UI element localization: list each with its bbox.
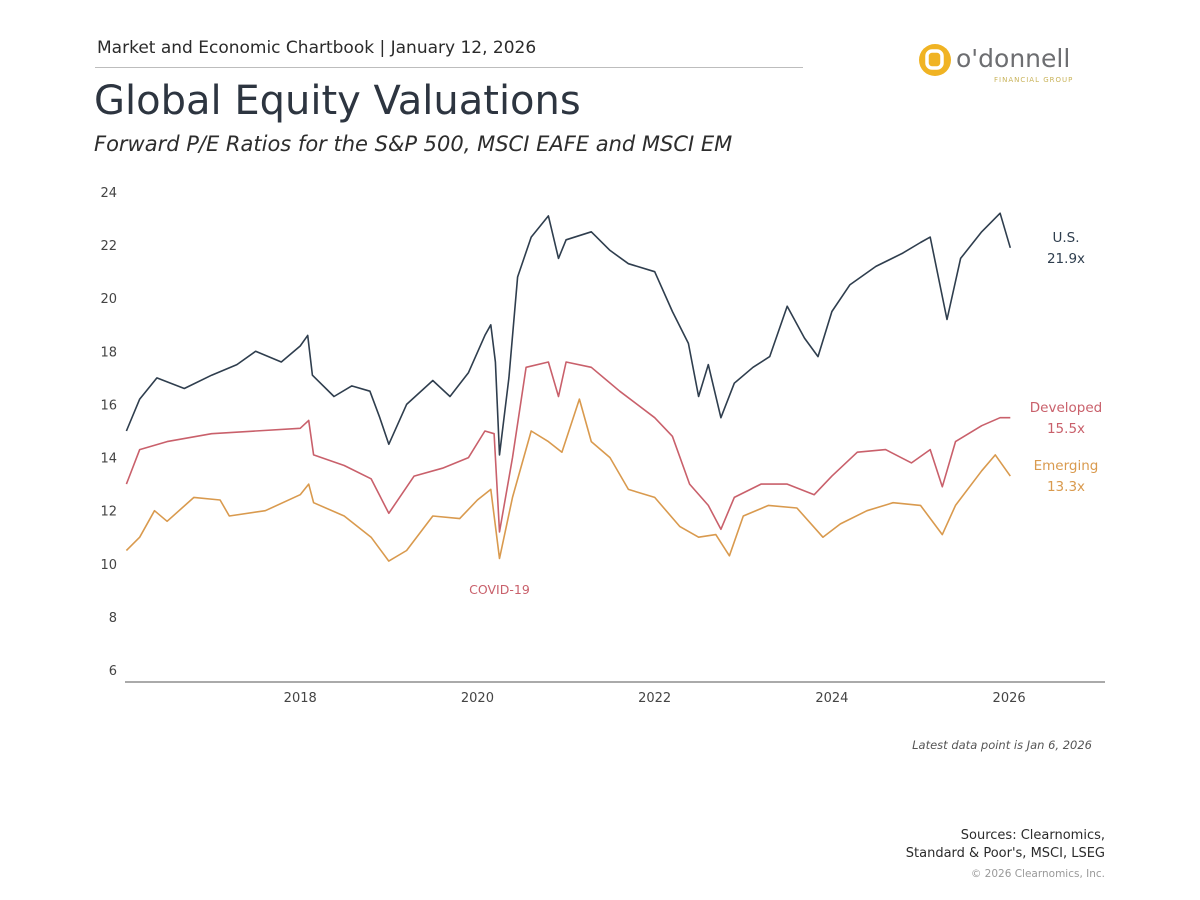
- y-tick-label: 12: [100, 505, 117, 520]
- y-tick-label: 14: [100, 452, 117, 467]
- x-tick-label: 2024: [815, 691, 848, 706]
- copyright: © 2026 Clearnomics, Inc.: [970, 868, 1105, 880]
- y-tick-label: 10: [100, 558, 117, 573]
- x-tick-label: 2022: [638, 691, 671, 706]
- series-end-value-label: 13.3x: [1047, 479, 1085, 495]
- y-tick-label: 6: [109, 664, 117, 679]
- x-tick-label: 2020: [461, 691, 494, 706]
- y-tick-label: 8: [109, 611, 117, 626]
- sources-line-1: Sources: Clearnomics,: [960, 828, 1105, 843]
- series-name-label: Developed: [1030, 400, 1102, 416]
- y-tick-label: 16: [100, 398, 117, 413]
- svg-text:o'donnell: o'donnell: [956, 44, 1070, 73]
- series-end-value-label: 15.5x: [1047, 421, 1085, 437]
- y-tick-label: 22: [100, 239, 117, 254]
- covid-annotation: COVID-19: [469, 582, 530, 597]
- series-name-label: Emerging: [1034, 458, 1099, 474]
- y-tick-label: 18: [100, 345, 117, 360]
- header-divider: [95, 67, 803, 68]
- chartbook-header: Market and Economic Chartbook | January …: [97, 38, 537, 58]
- x-tick-label: 2026: [993, 691, 1026, 706]
- page-subtitle: Forward P/E Ratios for the S&P 500, MSCI…: [94, 132, 733, 156]
- y-tick-label: 24: [100, 186, 117, 201]
- sources: Sources: Clearnomics, Standard & Poor's,…: [906, 827, 1105, 863]
- sources-line-2: Standard & Poor's, MSCI, LSEG: [905, 846, 1105, 861]
- latest-data-note: Latest data point is Jan 6, 2026: [912, 738, 1092, 752]
- series-line-emerging: [125, 398, 1011, 562]
- series-name-label: U.S.: [1052, 230, 1079, 246]
- series-line-developed: [125, 361, 1011, 533]
- x-tick-label: 2018: [284, 691, 317, 706]
- odonnell-logo: o'donnell FINANCIAL GROUP: [919, 44, 1073, 84]
- series-end-value-label: 21.9x: [1047, 251, 1085, 267]
- series-line-us: [125, 212, 1012, 456]
- y-tick-label: 20: [100, 292, 117, 307]
- svg-text:FINANCIAL GROUP: FINANCIAL GROUP: [994, 76, 1073, 84]
- page-title: Global Equity Valuations: [94, 78, 581, 124]
